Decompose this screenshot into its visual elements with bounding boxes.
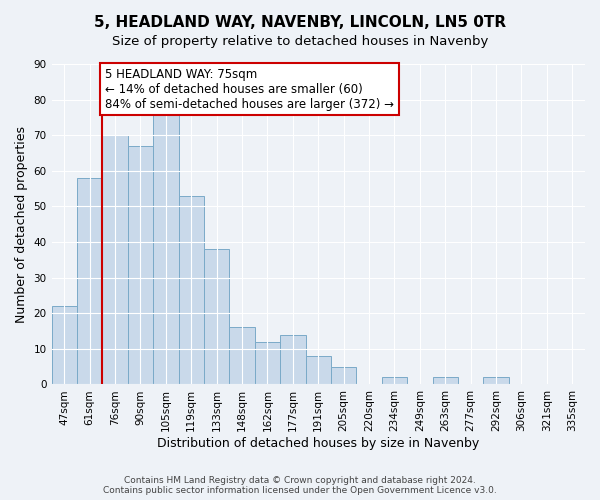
Text: Contains HM Land Registry data © Crown copyright and database right 2024.
Contai: Contains HM Land Registry data © Crown c… <box>103 476 497 495</box>
Bar <box>280 334 305 384</box>
Bar <box>382 378 407 384</box>
Bar <box>77 178 103 384</box>
Bar <box>484 378 509 384</box>
Bar <box>255 342 280 384</box>
Bar <box>153 114 179 384</box>
Text: 5, HEADLAND WAY, NAVENBY, LINCOLN, LN5 0TR: 5, HEADLAND WAY, NAVENBY, LINCOLN, LN5 0… <box>94 15 506 30</box>
Bar <box>103 135 128 384</box>
Bar <box>179 196 204 384</box>
Text: Size of property relative to detached houses in Navenby: Size of property relative to detached ho… <box>112 35 488 48</box>
Text: 5 HEADLAND WAY: 75sqm
← 14% of detached houses are smaller (60)
84% of semi-deta: 5 HEADLAND WAY: 75sqm ← 14% of detached … <box>105 68 394 110</box>
Bar <box>305 356 331 384</box>
Bar <box>331 366 356 384</box>
Bar <box>433 378 458 384</box>
Bar <box>52 306 77 384</box>
Bar <box>204 249 229 384</box>
Bar <box>128 146 153 384</box>
Y-axis label: Number of detached properties: Number of detached properties <box>15 126 28 322</box>
X-axis label: Distribution of detached houses by size in Navenby: Distribution of detached houses by size … <box>157 437 479 450</box>
Bar <box>229 328 255 384</box>
